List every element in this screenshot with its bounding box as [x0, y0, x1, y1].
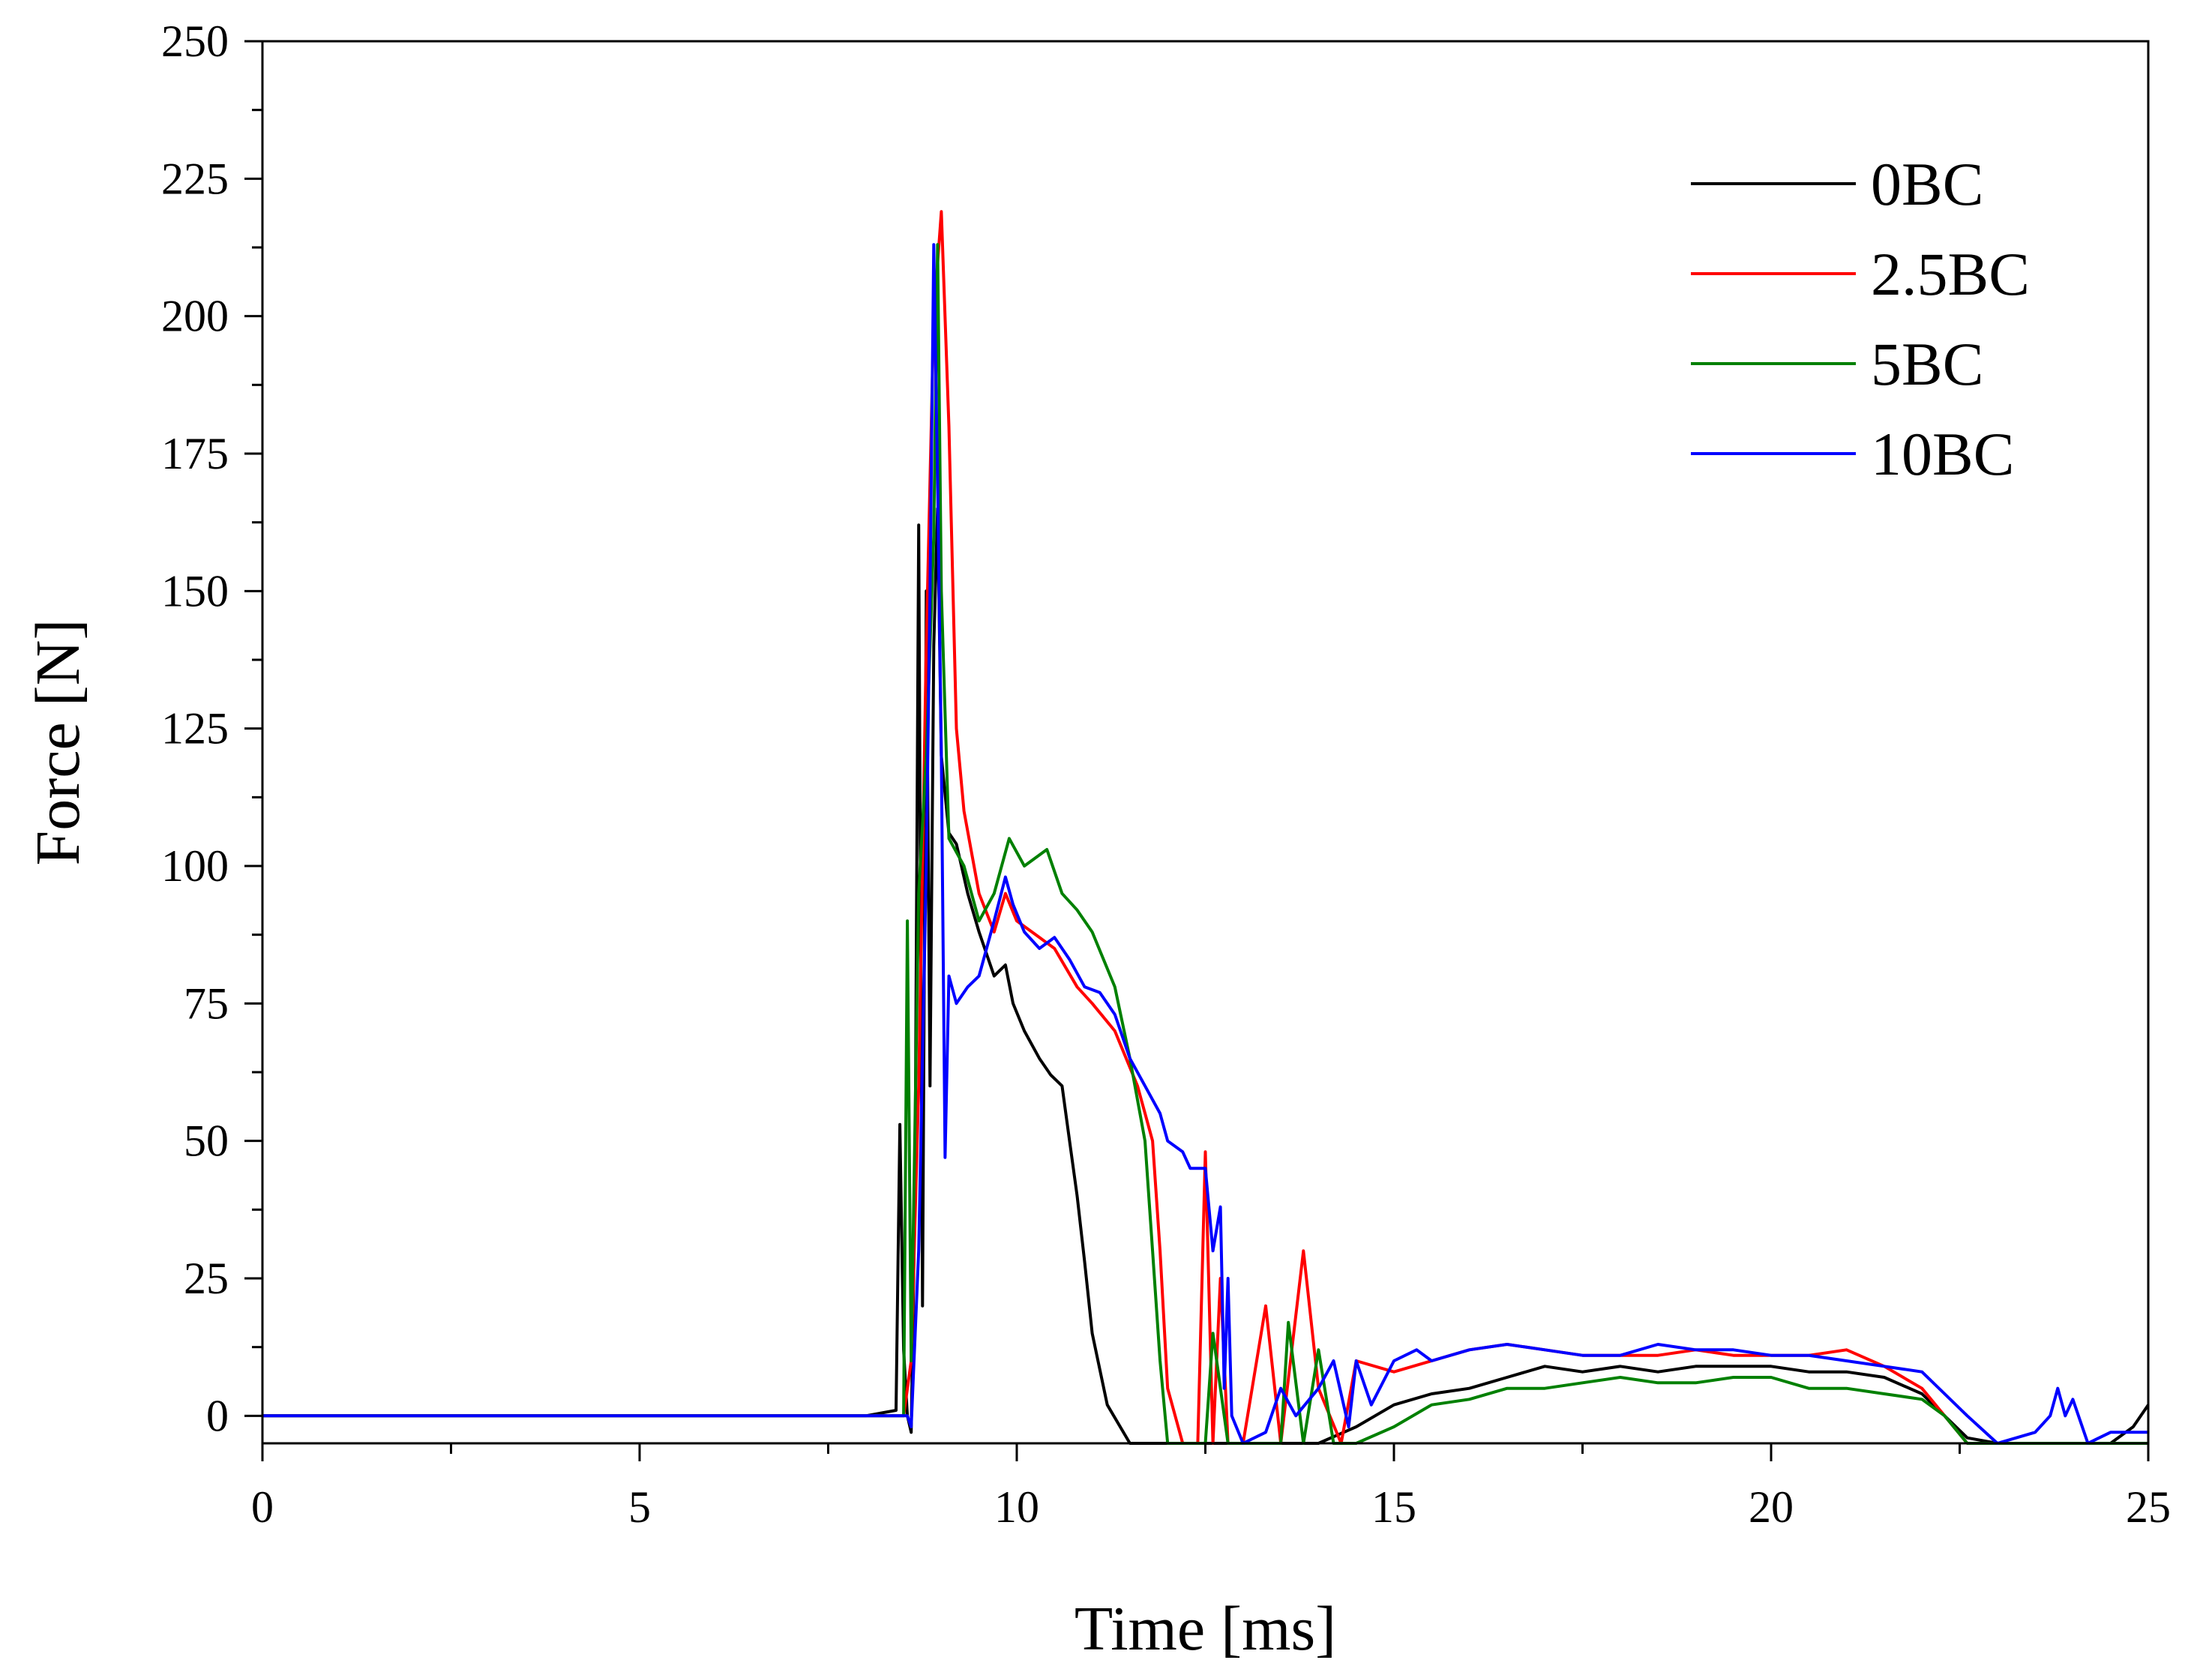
y-tick-label: 200 — [161, 292, 229, 341]
y-axis-title: Force [N] — [23, 619, 93, 866]
x-axis: 0 5 10 15 20 25 — [251, 1443, 2171, 1532]
y-tick-label: 125 — [161, 704, 229, 754]
x-axis-title: Time [ms] — [1075, 1594, 1336, 1664]
y-tick-label: 25 — [184, 1254, 229, 1303]
y-tick-label: 50 — [184, 1116, 229, 1166]
legend-label: 10BC — [1871, 420, 2014, 488]
y-tick-label: 225 — [161, 154, 229, 203]
y-tick-label: 75 — [184, 978, 229, 1028]
x-tick-label: 25 — [2126, 1482, 2171, 1532]
series-line-10bc — [262, 243, 2148, 1445]
x-tick-label: 0 — [251, 1482, 274, 1532]
y-tick-label: 0 — [206, 1391, 229, 1440]
legend-label: 2.5BC — [1871, 240, 2030, 308]
y-tick-label: 250 — [161, 16, 229, 66]
x-tick-label: 10 — [994, 1482, 1039, 1532]
y-tick-label: 150 — [161, 566, 229, 616]
legend: 0BC 2.5BC 5BC 10BC — [1691, 150, 2030, 488]
x-tick-label: 15 — [1371, 1482, 1416, 1532]
y-axis: 0 25 50 75 100 125 150 175 200 225 250 — [161, 16, 262, 1440]
plot-lines — [262, 210, 2150, 1445]
series-line-5bc — [262, 243, 2148, 1445]
series-line-0bc — [262, 507, 2150, 1445]
plot-frame — [261, 40, 2150, 1445]
x-tick-label: 20 — [1749, 1482, 1794, 1532]
legend-label: 5BC — [1871, 330, 1983, 398]
y-tick-label: 175 — [161, 429, 229, 478]
x-tick-label: 5 — [628, 1482, 651, 1532]
series-line-2-5bc — [262, 210, 2148, 1445]
y-tick-label: 100 — [161, 841, 229, 891]
legend-label: 0BC — [1871, 150, 1983, 218]
